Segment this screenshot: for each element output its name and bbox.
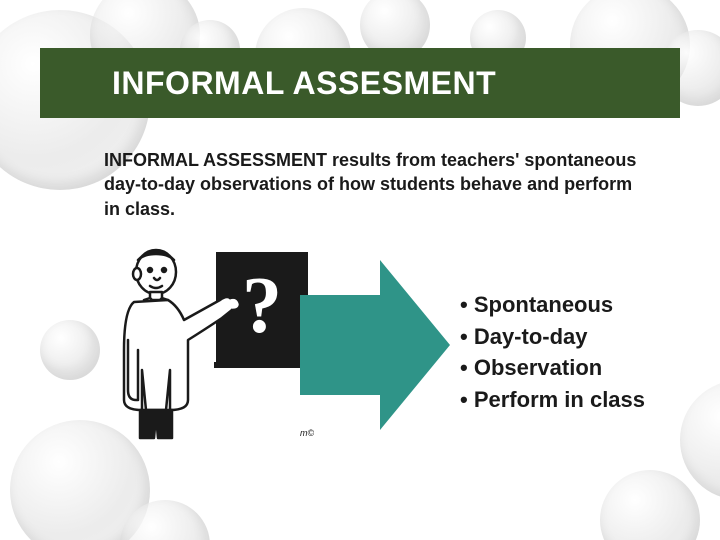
water-drop-decoration <box>680 380 720 500</box>
arrow-right-shape <box>300 260 450 430</box>
teacher-illustration: ? <box>104 240 314 440</box>
bullet-item: Spontaneous <box>460 290 670 320</box>
bullet-item: Day-to-day <box>460 322 670 352</box>
water-drop-decoration <box>120 500 210 540</box>
bullet-item: Observation <box>460 353 670 383</box>
water-drop-decoration <box>40 320 100 380</box>
title-bar: INFORMAL ASSESMENT <box>40 48 680 118</box>
bullet-list: SpontaneousDay-to-dayObservationPerform … <box>460 290 670 417</box>
water-drop-decoration <box>600 470 700 540</box>
bullet-item: Perform in class <box>460 385 670 415</box>
slide-title: INFORMAL ASSESMENT <box>112 65 496 102</box>
description-paragraph: INFORMAL ASSESSMENT results from teacher… <box>104 148 644 221</box>
question-mark-icon: ? <box>242 262 282 350</box>
chalk-tray <box>214 362 310 368</box>
description-lead: INFORMAL ASSESSMENT <box>104 150 327 170</box>
